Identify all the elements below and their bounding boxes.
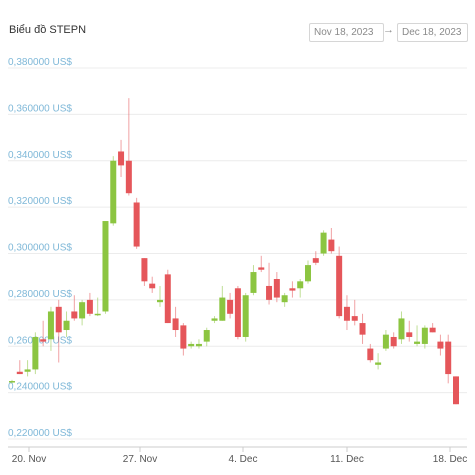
y-tick-label: 0,280000 US$ xyxy=(8,289,72,300)
candle-body xyxy=(437,341,444,349)
candle-body xyxy=(227,299,234,314)
candle-body xyxy=(382,334,389,349)
candle-body xyxy=(188,343,195,347)
candle-body xyxy=(102,221,109,312)
x-tick-label: 27. Nov xyxy=(123,454,157,465)
candle-body xyxy=(71,311,78,319)
candle-body xyxy=(328,239,335,252)
candle-body xyxy=(242,295,249,337)
candle-body xyxy=(281,295,288,303)
candle-body xyxy=(421,327,428,344)
candle-body xyxy=(47,311,54,340)
candle-body xyxy=(16,371,23,375)
candle-body xyxy=(55,306,62,333)
chart-title: Biểu đồ STEPN xyxy=(9,24,87,36)
candle-body xyxy=(63,320,70,331)
y-tick-label: 0,220000 US$ xyxy=(8,428,72,439)
candle-body xyxy=(258,267,265,270)
candle-body xyxy=(375,362,382,365)
candle-body xyxy=(79,302,86,319)
x-tick-label: 20. Nov xyxy=(12,454,46,465)
x-tick-label: 11. Dec xyxy=(330,454,364,465)
candle-body xyxy=(110,160,117,224)
candle-body xyxy=(211,318,218,321)
y-tick-label: 0,340000 US$ xyxy=(8,150,72,161)
candle-body xyxy=(414,341,421,344)
candle-body xyxy=(445,341,452,375)
candle-body xyxy=(9,381,15,383)
x-tick-label: 4. Dec xyxy=(229,454,258,465)
candle-body xyxy=(273,279,280,298)
candle-body xyxy=(219,297,226,321)
candle-body xyxy=(320,232,327,254)
candle-body xyxy=(172,318,179,331)
candle-body xyxy=(195,343,202,347)
y-tick-label: 0,360000 US$ xyxy=(8,103,72,114)
candle-body xyxy=(390,336,397,347)
candle-body xyxy=(141,258,148,282)
candle-body xyxy=(118,151,125,166)
candle-body xyxy=(312,258,319,263)
candle-body xyxy=(351,316,358,321)
candle-body xyxy=(94,313,101,316)
candle-body xyxy=(359,323,366,335)
candle-body xyxy=(157,299,163,303)
y-tick-label: 0,320000 US$ xyxy=(8,196,72,207)
candle-body xyxy=(398,318,405,340)
candle-body xyxy=(164,274,171,324)
candle-body xyxy=(133,202,140,247)
x-tick-label: 18. Dec xyxy=(433,454,467,465)
candle-body xyxy=(203,330,210,342)
candle-body xyxy=(453,376,459,405)
date-from-input[interactable]: Nov 18, 2023 xyxy=(309,23,384,42)
candle-body xyxy=(32,336,39,370)
y-tick-label: 0,380000 US$ xyxy=(8,57,72,68)
candle-body xyxy=(234,288,241,337)
candle-body xyxy=(149,283,156,289)
candle-body xyxy=(289,288,296,291)
candle-body xyxy=(125,160,132,194)
candle-body xyxy=(40,339,47,342)
candle-body xyxy=(336,255,343,317)
candle-body xyxy=(406,332,413,337)
candle-body xyxy=(343,306,350,321)
candle-body xyxy=(429,327,436,333)
candle-body xyxy=(24,369,31,372)
date-to-input[interactable]: Dec 18, 2023 xyxy=(397,23,468,42)
y-tick-label: 0,300000 US$ xyxy=(8,243,72,254)
y-tick-label: 0,240000 US$ xyxy=(8,382,72,393)
candle-body xyxy=(305,265,311,282)
candle-body xyxy=(367,348,374,361)
candle-body xyxy=(250,272,257,293)
candle-body xyxy=(86,299,93,314)
candle-body xyxy=(266,285,273,300)
candle-body xyxy=(180,325,187,349)
arrow-right-icon: → xyxy=(383,24,394,36)
candle-body xyxy=(297,281,304,289)
